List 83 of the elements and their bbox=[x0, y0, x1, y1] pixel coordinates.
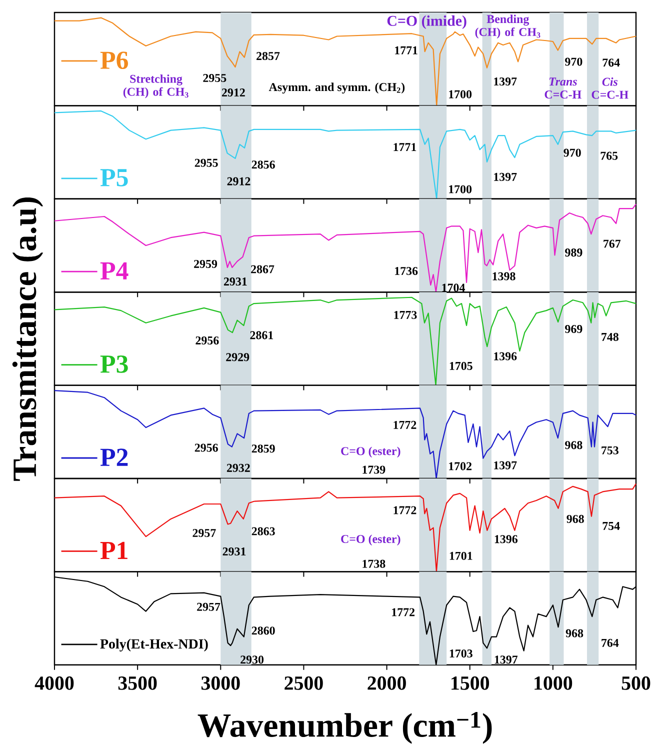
annotation: 968 bbox=[566, 514, 584, 523]
annotation: 1700 bbox=[449, 185, 472, 194]
x-tick-label: 3000 bbox=[201, 676, 240, 690]
annotation: 2931 bbox=[222, 547, 246, 556]
legend-label: P2 bbox=[100, 448, 128, 466]
annotation: 2859 bbox=[252, 444, 275, 453]
annotation: 764 bbox=[602, 58, 620, 67]
annotation: 2955 bbox=[203, 74, 226, 82]
x-tick-label: 500 bbox=[622, 676, 650, 690]
annotation: 2955 bbox=[194, 158, 218, 167]
annotation: 2912 bbox=[222, 88, 245, 97]
annotation: 2860 bbox=[252, 626, 275, 635]
annotation: 1704 bbox=[442, 284, 465, 292]
annotation: 1773 bbox=[394, 310, 417, 319]
annotation: 2912 bbox=[227, 177, 250, 186]
annotation: 2959 bbox=[194, 260, 218, 268]
annotation: 1771 bbox=[395, 46, 418, 54]
x-axis-title: Wavenumber (cm$^{−1}$) bbox=[198, 712, 492, 744]
annotation: 2957 bbox=[192, 528, 216, 538]
annotation: 748 bbox=[602, 332, 618, 341]
annotation: 1705 bbox=[450, 362, 472, 370]
annotation: 764 bbox=[602, 638, 619, 647]
annotation: 2863 bbox=[252, 527, 275, 536]
annotation: 968 bbox=[565, 441, 582, 450]
annotation: 1700 bbox=[449, 90, 472, 98]
band-label: Cis C=C-H bbox=[592, 77, 628, 99]
annotation: 765 bbox=[600, 152, 618, 160]
annotation: 1772 bbox=[394, 420, 416, 429]
annotation: 1739 bbox=[362, 466, 386, 474]
annotation: 968 bbox=[566, 629, 584, 638]
annotation: 1397 bbox=[494, 656, 518, 664]
annotation: 1396 bbox=[494, 535, 518, 544]
annotation: 1736 bbox=[395, 266, 418, 276]
annotation: 767 bbox=[604, 240, 621, 248]
annotation: 1738 bbox=[362, 560, 386, 568]
annotation: 1702 bbox=[449, 462, 472, 470]
x-tick-label: 2000 bbox=[368, 676, 406, 690]
legend-label: P3 bbox=[100, 355, 128, 373]
annotation: 1397 bbox=[494, 78, 517, 86]
legend-label: P4 bbox=[100, 262, 128, 280]
annotation: 969 bbox=[565, 325, 582, 334]
annotation: 1396 bbox=[494, 352, 517, 360]
band-label: C=O (imide) bbox=[387, 15, 466, 29]
annotation: 2861 bbox=[250, 331, 274, 340]
annotation: 1397 bbox=[494, 461, 517, 470]
band-label: Stretching (CH) of CH$_{3}$ bbox=[123, 74, 188, 98]
annotation: 970 bbox=[564, 148, 581, 157]
annotation: 2932 bbox=[226, 464, 250, 472]
x-tick-label: 1000 bbox=[534, 676, 572, 690]
annotation: 1772 bbox=[392, 608, 415, 616]
x-tick-label: 4000 bbox=[34, 676, 74, 690]
annotation: 1398 bbox=[492, 272, 516, 280]
legend-label: P6 bbox=[100, 52, 128, 70]
annotation: 2857 bbox=[256, 52, 280, 60]
legend-label: P5 bbox=[100, 169, 128, 186]
annotation: 2957 bbox=[197, 602, 220, 611]
legend-label: Poly(Et-Hex-NDI) bbox=[100, 638, 208, 652]
band-label: C=O (ester) bbox=[341, 534, 400, 546]
band-label: C=O (ester) bbox=[341, 446, 400, 458]
annotation: 2929 bbox=[226, 353, 250, 362]
y-axis-title: Transmittance (a.u) bbox=[12, 198, 44, 481]
annotation: 2867 bbox=[251, 265, 274, 274]
annotation: 1703 bbox=[450, 649, 472, 658]
x-tick-label: 1500 bbox=[452, 676, 490, 690]
band-label: Bending (CH) of CH$_{3}$ bbox=[475, 14, 540, 38]
annotation: 970 bbox=[565, 58, 582, 66]
annotation: 1771 bbox=[394, 143, 416, 151]
annotation: 754 bbox=[602, 522, 620, 530]
annotation: Asymm. and symm. (CH$_{2}$) bbox=[268, 82, 405, 94]
annotation: 2856 bbox=[252, 160, 275, 169]
legend-label: P1 bbox=[100, 542, 128, 560]
annotation: 1397 bbox=[494, 172, 517, 181]
annotation: 2956 bbox=[196, 336, 219, 344]
band-label: Trans C=C-H bbox=[544, 78, 582, 99]
annotation: 753 bbox=[602, 446, 618, 454]
annotation: 2956 bbox=[194, 444, 218, 452]
annotation: 2931 bbox=[224, 278, 247, 286]
annotation: 1701 bbox=[450, 552, 472, 560]
annotation: 1772 bbox=[394, 506, 416, 514]
annotation: 2930 bbox=[240, 656, 264, 664]
x-tick-label: 3500 bbox=[118, 676, 157, 690]
x-tick-label: 2500 bbox=[284, 676, 323, 690]
annotation: 989 bbox=[565, 248, 582, 257]
